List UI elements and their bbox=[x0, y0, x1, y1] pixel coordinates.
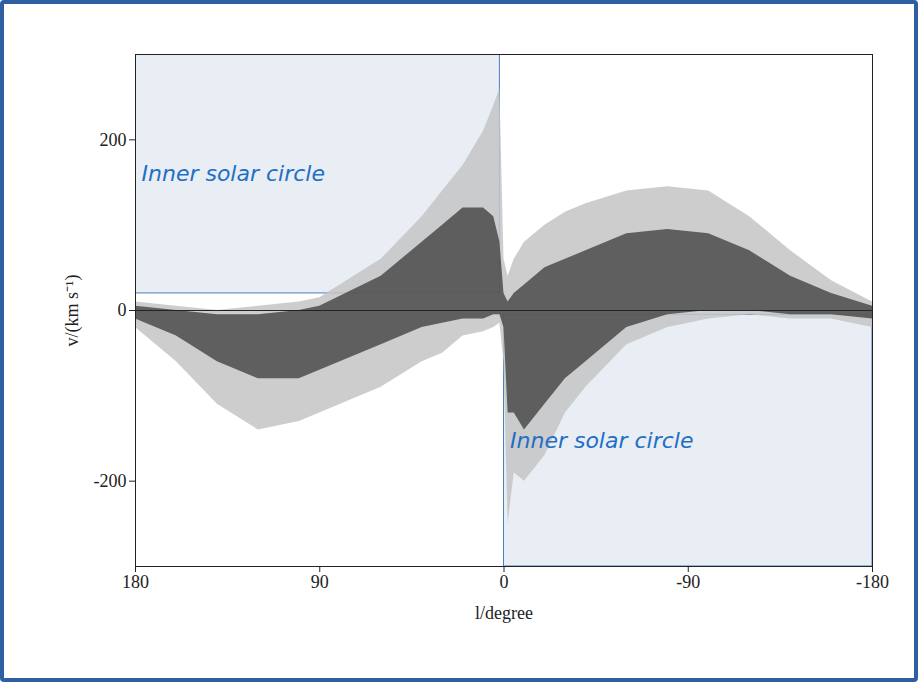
svg-text:-90: -90 bbox=[676, 572, 700, 592]
svg-text:v/(km s⁻¹): v/(km s⁻¹) bbox=[62, 275, 83, 347]
svg-text:-200: -200 bbox=[94, 471, 127, 491]
svg-text:200: 200 bbox=[100, 130, 127, 150]
svg-text:l/degree: l/degree bbox=[475, 603, 533, 623]
svg-text:Inner solar circle: Inner solar circle bbox=[510, 428, 694, 453]
svg-text:0: 0 bbox=[500, 572, 509, 592]
svg-text:0: 0 bbox=[118, 300, 127, 320]
svg-text:-180: -180 bbox=[856, 572, 889, 592]
svg-text:90: 90 bbox=[311, 572, 329, 592]
svg-text:Inner solar circle: Inner solar circle bbox=[142, 161, 326, 186]
svg-text:180: 180 bbox=[122, 572, 149, 592]
